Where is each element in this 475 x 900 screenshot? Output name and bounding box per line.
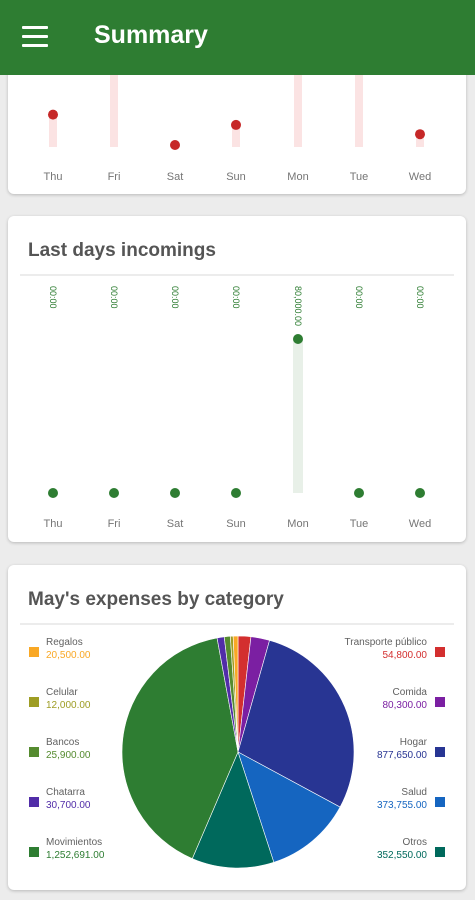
legend-value-salud: 373,755.00 [377,800,427,811]
menu-icon[interactable] [22,26,48,48]
divider [20,623,454,625]
day-label-thu: Thu [44,171,63,183]
day-label-sat: Sat [167,518,184,530]
incomings-chart: 00:00 Thu 00:00 Fri 00:00 Sat 00:00 Sun 80,000.0… [44,286,432,530]
pie-slice-salud [237,751,341,863]
legend-swatch-otros [435,847,445,857]
legend-swatch-movimientos [29,847,39,857]
expense-bar-tue [355,70,363,147]
legend-swatch-transporte-p-blico [435,647,445,657]
legend-value-celular: 12,000.00 [46,700,91,711]
income-bar-mon [293,339,303,493]
legend-value-transporte-p-blico: 54,800.00 [383,650,428,661]
legend-value-hogar: 877,650.00 [377,750,427,761]
expense-bar-wed [416,134,424,147]
income-point-sun [231,488,241,498]
legend-label-comida: Comida [393,687,428,698]
page-title: Summary [94,21,208,49]
category-pie-chart: Regalos 20,500.00 Celular 12,000.00 Bancos 25… [29,635,445,869]
day-label-wed: Wed [409,171,431,183]
incomings-card-title: Last days incomings [28,240,216,261]
legend-value-chatarra: 30,700.00 [46,800,91,811]
day-label-sun: Sun [226,171,246,183]
income-point-fri [109,488,119,498]
income-value-thu: 00:00 [48,286,58,309]
legend-value-bancos: 25,900.00 [46,750,91,761]
income-value-fri: 00:00 [109,286,119,309]
legend-swatch-hogar [435,747,445,757]
legend-label-salud: Salud [401,787,427,798]
legend-swatch-regalos [29,647,39,657]
category-card-title: May's expenses by category [28,589,284,610]
incomings-card: Last days incomings 00:00 Thu 00:00 Fri 00:0… [8,216,466,542]
daily-expenses-chart: Thu Fri Sat Sun Mon Tue Wed [44,70,431,183]
day-label-sat: Sat [167,171,184,183]
day-label-sun: Sun [226,518,246,530]
legend-label-hogar: Hogar [400,737,428,748]
expense-point-sat [170,140,180,150]
day-label-fri: Fri [108,518,121,530]
legend-swatch-salud [435,797,445,807]
income-point-tue [354,488,364,498]
expense-point-thu [48,109,58,120]
legend-value-movimientos: 1,252,691.00 [46,850,105,861]
day-label-mon: Mon [287,171,308,183]
expense-point-sun [231,119,241,130]
legend-value-otros: 352,550.00 [377,850,427,861]
income-point-wed [415,488,425,498]
legend-label-chatarra: Chatarra [46,787,85,798]
expense-point-wed [415,129,425,140]
pie-slice-otros [191,751,275,869]
income-value-sun: 00:00 [231,286,241,309]
expense-bar-fri [110,70,118,147]
income-point-sat [170,488,180,498]
expense-bar-sun [232,124,240,147]
divider [20,274,454,276]
day-label-tue: Tue [350,518,369,530]
legend-label-celular: Celular [46,687,78,698]
day-label-wed: Wed [409,518,431,530]
income-value-tue: 00:00 [354,286,364,309]
legend-value-regalos: 20,500.00 [46,650,91,661]
legend-swatch-bancos [29,747,39,757]
legend-value-comida: 80,300.00 [383,700,428,711]
legend-swatch-chatarra [29,797,39,807]
income-value-sat: 00:00 [170,286,180,309]
legend-label-otros: Otros [403,837,427,848]
legend-label-transporte-p-blico: Transporte público [345,637,428,648]
pie-slice-movimientos [121,637,239,860]
income-value-wed: 00:00 [415,286,425,309]
legend-label-movimientos: Movimientos [46,837,102,848]
category-card: May's expenses by category Regalos 20,500… [8,565,466,890]
income-point-mon [293,334,303,344]
day-label-thu: Thu [44,518,63,530]
expense-bar-mon [294,70,302,147]
legend-label-bancos: Bancos [46,737,79,748]
legend-label-regalos: Regalos [46,637,83,648]
day-label-tue: Tue [350,171,369,183]
pie-slice-regalos [232,635,239,753]
app-bar: Summary [0,0,475,75]
legend-swatch-celular [29,697,39,707]
expense-bar-thu [49,114,57,147]
legend-swatch-comida [435,697,445,707]
day-label-fri: Fri [108,171,121,183]
income-point-thu [48,488,58,498]
income-value-mon: 80,000.00 [293,286,303,326]
pie-slice-hogar [237,640,355,808]
day-label-mon: Mon [287,518,308,530]
